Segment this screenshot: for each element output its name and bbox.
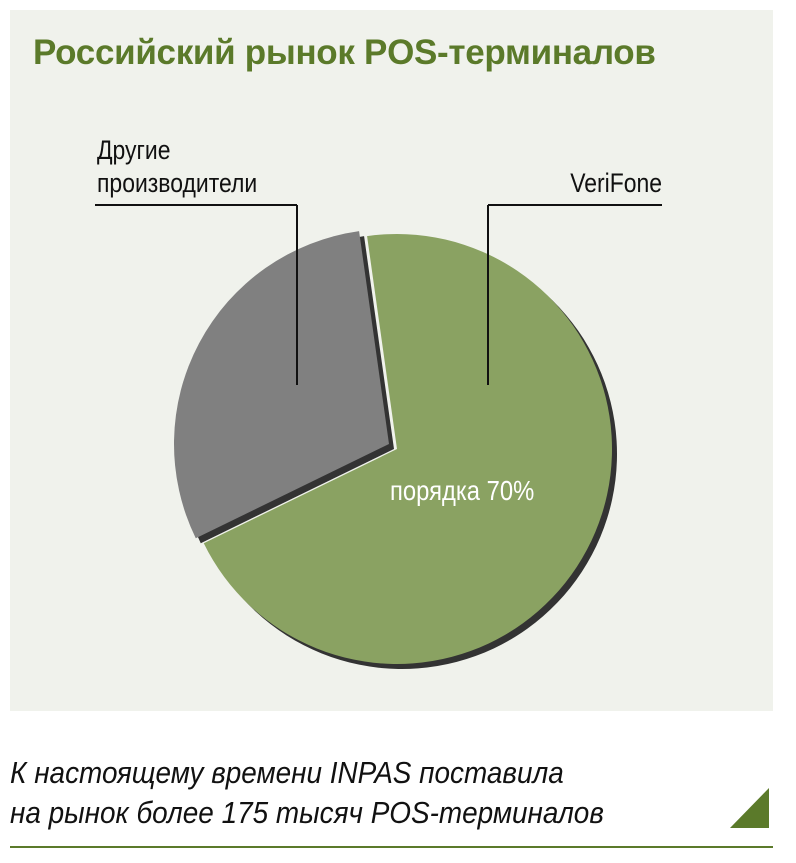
footer-line-2: на рынок более 175 тысяч POS-терминалов bbox=[10, 795, 604, 830]
slice-verifone bbox=[203, 234, 612, 664]
label-verifone: VeriFone bbox=[570, 168, 662, 198]
corner-triangle-icon bbox=[730, 788, 769, 828]
footer-line-1: К настоящему времени INPAS поставила bbox=[10, 755, 564, 790]
label-other-manufacturers: Другие производители bbox=[97, 134, 257, 200]
slice-other-manufacturers bbox=[173, 231, 389, 539]
chart-title: Российский рынок POS-терминалов bbox=[33, 33, 656, 72]
label-line-1: Другие bbox=[97, 135, 171, 165]
label-line-2: производители bbox=[97, 168, 258, 198]
bottom-rule bbox=[10, 846, 773, 848]
data-label-verifone: порядка 70% bbox=[390, 475, 535, 506]
